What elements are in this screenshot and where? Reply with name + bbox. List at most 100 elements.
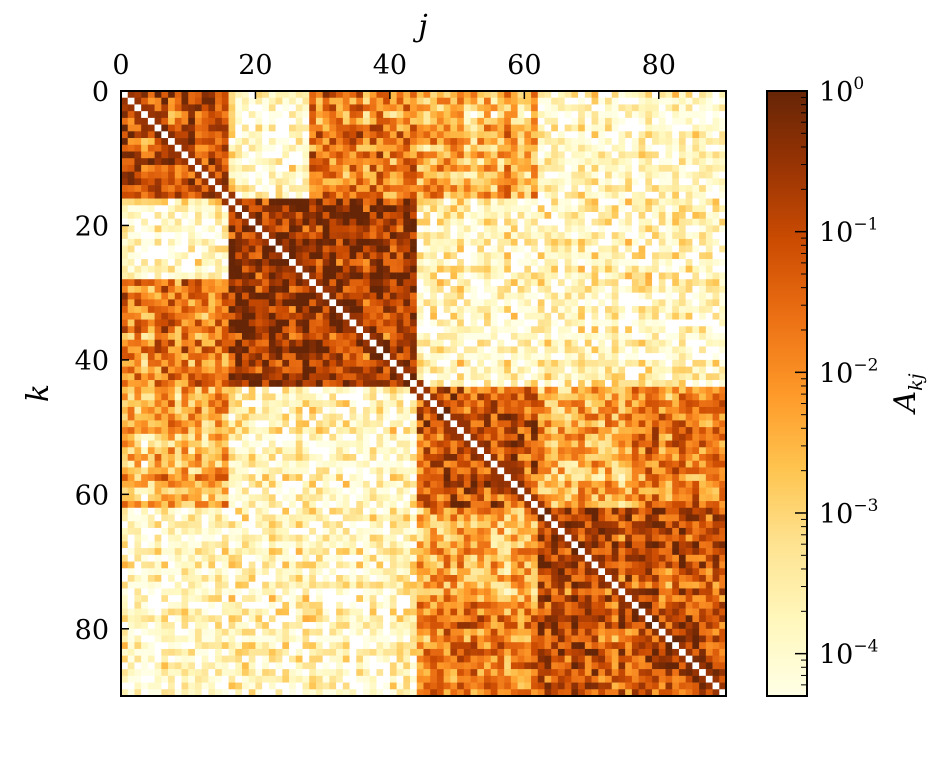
heatmap-cell	[282, 306, 290, 314]
heatmap-cell	[356, 339, 364, 347]
heatmap-cell	[672, 265, 680, 273]
heatmap-cell	[228, 131, 236, 139]
heatmap-cell	[342, 427, 350, 435]
heatmap-cell	[672, 380, 680, 388]
heatmap-cell	[477, 232, 485, 240]
heatmap-cell	[685, 279, 693, 287]
heatmap-cell	[430, 292, 438, 300]
heatmap-cell	[410, 212, 418, 220]
heatmap-cell	[403, 218, 411, 226]
heatmap-cell	[591, 339, 599, 347]
heatmap-cell	[349, 191, 357, 199]
heatmap-cell	[221, 218, 229, 226]
heatmap-cell	[699, 124, 707, 132]
heatmap-cell	[275, 164, 283, 172]
heatmap-cell	[141, 279, 149, 287]
heatmap-cell	[430, 232, 438, 240]
heatmap-cell	[605, 413, 613, 421]
heatmap-cell	[544, 440, 552, 448]
heatmap-cell	[208, 198, 216, 206]
heatmap-cell	[208, 117, 216, 125]
heatmap-cell	[363, 265, 371, 273]
heatmap-cell	[517, 433, 525, 441]
heatmap-cell	[181, 386, 189, 394]
heatmap-cell	[215, 245, 223, 253]
heatmap-cell	[705, 212, 713, 220]
heatmap-cell	[255, 131, 263, 139]
heatmap-cell	[477, 333, 485, 341]
heatmap-cell	[658, 326, 666, 334]
heatmap-cell	[416, 225, 424, 233]
heatmap-cell	[490, 198, 498, 206]
heatmap-cell	[517, 124, 525, 132]
heatmap-cell	[208, 171, 216, 179]
heatmap-cell	[309, 312, 317, 320]
heatmap-cell	[228, 339, 236, 347]
heatmap-cell	[363, 171, 371, 179]
heatmap-cell	[652, 252, 660, 260]
heatmap-cell	[605, 319, 613, 327]
heatmap-cell	[712, 427, 720, 435]
heatmap-cell	[430, 346, 438, 354]
heatmap-cell	[201, 413, 209, 421]
heatmap-cell	[262, 406, 270, 414]
heatmap-cell	[578, 346, 586, 354]
heatmap-cell	[134, 232, 142, 240]
heatmap-cell	[376, 346, 384, 354]
heatmap-cell	[349, 117, 357, 125]
heatmap-cell	[672, 285, 680, 293]
heatmap-cell	[591, 265, 599, 273]
heatmap-cell	[678, 218, 686, 226]
heatmap-cell	[389, 386, 397, 394]
heatmap-cell	[336, 232, 344, 240]
heatmap-cell	[537, 111, 545, 119]
heatmap-cell	[248, 212, 256, 220]
heatmap-cell	[564, 91, 572, 99]
heatmap-cell	[302, 185, 310, 193]
heatmap-cell	[598, 272, 606, 280]
heatmap-cell	[194, 319, 202, 327]
heatmap-cell	[470, 386, 478, 394]
heatmap-cell	[598, 333, 606, 341]
heatmap-cell	[598, 285, 606, 293]
heatmap-cell	[699, 252, 707, 260]
heatmap-cell	[463, 97, 471, 105]
heatmap-cell	[295, 218, 303, 226]
heatmap-cell	[403, 400, 411, 408]
heatmap-cell	[544, 164, 552, 172]
heatmap-cell	[504, 97, 512, 105]
heatmap-cell	[524, 299, 532, 307]
heatmap-cell	[356, 454, 364, 462]
heatmap-cell	[484, 131, 492, 139]
heatmap-cell	[228, 238, 236, 246]
heatmap-cell	[255, 171, 263, 179]
heatmap-cell	[363, 380, 371, 388]
heatmap-cell	[174, 299, 182, 307]
heatmap-cell	[147, 292, 155, 300]
heatmap-cell	[396, 178, 404, 186]
heatmap-cell	[315, 393, 323, 401]
heatmap-cell	[248, 339, 256, 347]
heatmap-cell	[605, 178, 613, 186]
heatmap-cell	[389, 400, 397, 408]
heatmap-cell	[255, 447, 263, 455]
heatmap-cell	[201, 111, 209, 119]
heatmap-cell	[571, 420, 579, 428]
heatmap-cell	[369, 151, 377, 159]
heatmap-cell	[450, 440, 458, 448]
heatmap-cell	[436, 373, 444, 381]
heatmap-cell	[363, 124, 371, 132]
heatmap-cell	[309, 433, 317, 441]
heatmap-cell	[510, 427, 518, 435]
heatmap-cell	[544, 144, 552, 152]
heatmap-cell	[141, 319, 149, 327]
heatmap-cell	[242, 198, 250, 206]
heatmap-cell	[645, 151, 653, 159]
heatmap-cell	[275, 252, 283, 260]
heatmap-cell	[524, 346, 532, 354]
heatmap-cell	[665, 225, 673, 233]
heatmap-cell	[436, 292, 444, 300]
heatmap-cell	[322, 138, 330, 146]
heatmap-cell	[638, 164, 646, 172]
heatmap-cell	[531, 400, 539, 408]
